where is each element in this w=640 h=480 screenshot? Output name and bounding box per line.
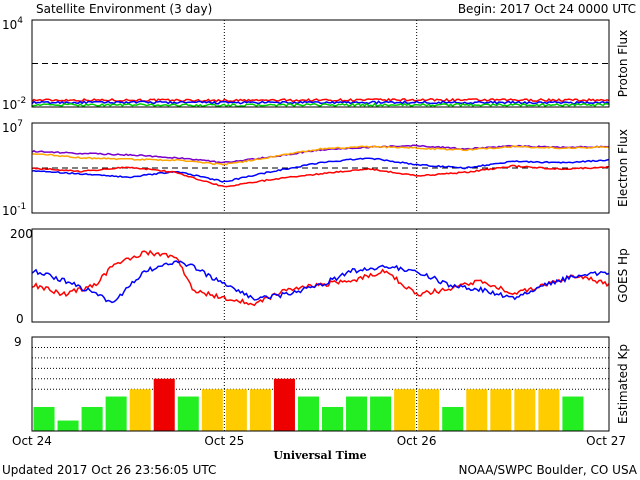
kp-bar [418,389,440,431]
kp-bar [273,378,295,431]
panel-frame [31,122,610,214]
panel-proton: 104 10-2 Proton Flux [2,16,630,112]
panel-hp: 200 0 GOES Hp [10,227,630,326]
x-axis-label: Universal Time [273,449,366,462]
panel-kp: 9 Estimated Kp [14,335,630,432]
panel-electron: 107 10-1 Electron Flux [2,119,630,218]
kp-bar [466,389,488,431]
y-tick-label: 104 [2,16,23,32]
kp-bar [249,389,271,431]
series-line [31,102,610,108]
y-tick-label: 107 [2,119,23,135]
x-tick-label: Oct 24 [12,434,52,448]
y-tick-label: 10-2 [2,96,26,112]
kp-bar [81,406,103,431]
y-axis-label: GOES Hp [616,248,630,302]
kp-bar [322,406,344,431]
series-line [31,97,610,103]
x-tick-label: Oct 25 [204,434,244,448]
panel-frame [31,19,610,108]
x-tick-label: Oct 27 [586,434,626,448]
kp-bar [370,396,392,431]
kp-bar [346,396,368,431]
y-axis-label: Estimated Kp [616,344,630,424]
kp-bar [562,396,584,431]
series-line [31,260,610,304]
series-line [31,157,610,183]
series-line [31,164,610,188]
kp-bar [490,389,512,431]
kp-bar [33,406,55,431]
y-axis-label: Electron Flux [616,129,630,207]
y-tick-label: 10-1 [2,202,26,218]
kp-bar [538,389,560,431]
panel-frame [31,228,610,323]
kp-bar [177,396,199,431]
y-tick-label: 0 [16,312,24,326]
kp-bar [442,406,464,431]
series-line [31,249,610,307]
kp-bar [514,389,536,431]
kp-bar [201,389,223,431]
y-tick-label: 9 [14,335,22,349]
credit: NOAA/SWPC Boulder, CO USA [459,463,638,477]
series-line [31,100,610,105]
kp-bar [129,389,151,431]
kp-bar [105,396,127,431]
chart-title: Satellite Environment (3 day) [36,2,212,16]
kp-bar [57,420,79,431]
kp-bar [394,389,416,431]
series-line [31,145,610,166]
y-axis-label: Proton Flux [616,30,630,97]
x-tick-label: Oct 26 [397,434,437,448]
kp-bar [225,389,247,431]
panel-frame [31,336,610,432]
begin-time: Begin: 2017 Oct 24 0000 UTC [458,2,636,16]
kp-bar [153,378,175,431]
kp-bar [297,396,319,431]
y-tick-label: 200 [10,227,33,241]
updated-time: Updated 2017 Oct 26 23:56:05 UTC [2,463,216,477]
